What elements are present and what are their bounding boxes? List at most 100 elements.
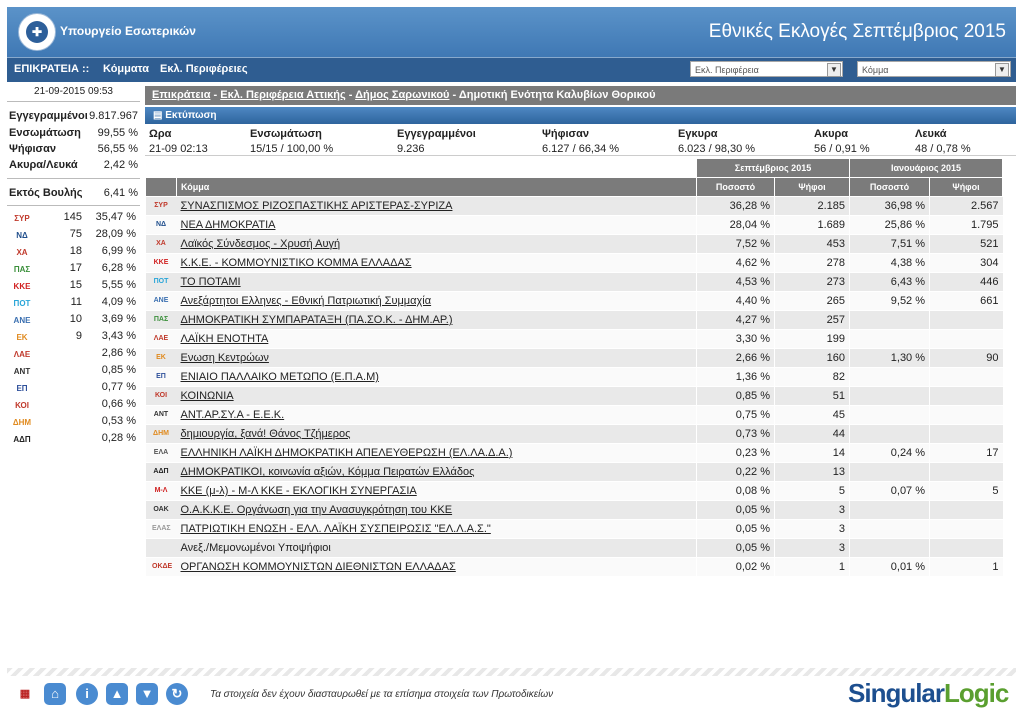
disclaimer-text: Τα στοιχεία δεν έχουν διασταυρωθεί με τα…	[210, 689, 554, 700]
table-row: ΣΥΡ ΣΥΝΑΣΠΙΣΜΟΣ ΡΙΖΟΣΠΑΣΤΙΚΗΣ ΑΡΙΣΤΕΡΑΣ-Σ…	[145, 196, 1003, 216]
party-name-link[interactable]: ΚΚΕ (μ-λ) - Μ-Λ ΚΚΕ - ΕΚΛΟΓΙΚΗ ΣΥΝΕΡΓΑΣΙ…	[176, 481, 697, 501]
party-select[interactable]: Κόμμα ▼	[857, 61, 1011, 77]
votes-sep-cell: 453	[773, 234, 850, 254]
info-icon[interactable]: i	[76, 683, 98, 705]
party-name-link[interactable]: ΕΝΙΑΙΟ ΠΑΛΛΑΙΚΟ ΜΕΤΩΠΟ (Ε.Π.Α.Μ)	[176, 367, 697, 387]
party-name-link[interactable]: ΝΕΑ ΔΗΜΟΚΡΑΤΙΑ	[176, 215, 697, 235]
party-name-link[interactable]: ΣΥΝΑΣΠΙΣΜΟΣ ΡΙΖΟΣΠΑΣΤΙΚΗΣ ΑΡΙΣΤΕΡΑΣ-ΣΥΡΙ…	[176, 196, 697, 216]
party-logo-cell: ΔΗΜ	[145, 424, 177, 444]
table-row: ΟΑΚ Ο.Α.Κ.Κ.Ε. Οργάνωση για την Ανασυγκρό…	[145, 500, 1003, 520]
adp-icon: ΑΔΠ	[13, 435, 31, 444]
pct-jan-cell	[849, 405, 930, 425]
pct-sep-cell: 0,22 %	[696, 462, 775, 482]
region-select[interactable]: Εκλ. Περιφέρεια ▼	[690, 61, 843, 77]
table-row: ΠΟΤ ΤΟ ΠΟΤΑΜΙ 4,53 % 273 6,43 % 446	[145, 272, 1003, 292]
seat-percentage: 5,55 %	[101, 279, 136, 291]
pct-sep-cell: 2,66 %	[696, 348, 775, 368]
seat-count: 11	[70, 296, 82, 308]
breadcrumb-link-attica[interactable]: Εκλ. Περιφέρεια Αττικής	[220, 89, 346, 101]
nav-item-regions[interactable]: Εκλ. Περιφέρειες	[160, 63, 248, 75]
uk-flag-icon[interactable]: ▦	[14, 683, 36, 705]
votes-jan-cell	[929, 367, 1003, 387]
party-name-link[interactable]: ΔΗΜΟΚΡΑΤΙΚΗ ΣΥΜΠΑΡΑΤΑΞΗ (ΠΑ.ΣΟ.Κ. - ΔΗΜ.…	[176, 310, 697, 330]
party-name-link[interactable]: ΔΗΜΟΚΡΑΤΙΚΟΙ, κοινωνία αξιών, Κόμμα Πειρ…	[176, 462, 697, 482]
seat-percentage: 2,86 %	[101, 347, 136, 359]
votes-jan-cell: 5	[929, 481, 1003, 501]
party-logo-icon: ΣΥΡ	[154, 202, 168, 210]
summary-value-valid: 6.023 / 98,30 %	[678, 143, 756, 155]
seat-row: ΠΑΣ 17 6,28 %	[7, 262, 140, 279]
seat-count: 18	[69, 245, 82, 257]
arrow-down-icon[interactable]: ▼	[136, 683, 158, 705]
arrow-up-icon[interactable]: ▲	[106, 683, 128, 705]
summary-header-registered: Εγγεγραμμένοι	[397, 128, 476, 140]
party-name-link[interactable]: Λαϊκός Σύνδεσμος - Χρυσή Αυγή	[176, 234, 697, 254]
party-name-link[interactable]: Ανεξάρτητοι Ελληνες - Εθνική Πατριωτική …	[176, 291, 697, 311]
table-row: ΑΔΠ ΔΗΜΟΚΡΑΤΙΚΟΙ, κοινωνία αξιών, Κόμμα Π…	[145, 462, 1003, 482]
votes-sep-cell: 13	[773, 462, 850, 482]
party-name-link[interactable]: ΕΛΛΗΝΙΚΗ ΛΑΪΚΗ ΔΗΜΟΚΡΑΤΙΚΗ ΑΠΕΛΕΥΘΕΡΩΣΗ …	[176, 443, 697, 463]
party-logo-icon: ΝΔ	[155, 221, 167, 229]
votes-sep-cell: 3	[773, 500, 850, 520]
party-name-link[interactable]: ΑΝΤ.ΑΡ.ΣΥ.Α - Ε.Ε.Κ.	[176, 405, 697, 425]
votes-jan-cell: 521	[929, 234, 1003, 254]
pct-sep-cell: 3,30 %	[696, 329, 775, 349]
pct-jan-cell: 9,52 %	[849, 291, 930, 311]
summary-header-integration: Ενσωμάτωση	[250, 128, 322, 140]
table-row: ΑΝΕ Ανεξάρτητοι Ελληνες - Εθνική Πατριωτι…	[145, 291, 1003, 311]
party-logo-cell: ΕΛΑ	[145, 443, 177, 463]
nav-item-epikrateia[interactable]: ΕΠΙΚΡΑΤΕΙΑ ::	[14, 63, 90, 75]
breadcrumb-link-saronikos[interactable]: Δήμος Σαρωνικού	[355, 89, 450, 101]
divider	[7, 178, 140, 179]
antarsya-icon: ΑΝΤ	[13, 367, 31, 376]
print-bar[interactable]: ▤ Εκτύπωση	[145, 107, 1016, 124]
votes-sep-cell: 3	[773, 519, 850, 539]
pct-jan-cell: 36,98 %	[849, 196, 930, 216]
chevron-down-icon: ▼	[827, 63, 841, 77]
refresh-icon[interactable]: ↻	[166, 683, 188, 705]
summary-header-blank: Λευκά	[915, 128, 947, 140]
seat-count: 145	[63, 211, 82, 223]
nav-bar: ΕΠΙΚΡΑΤΕΙΑ :: Κόμματα Εκλ. Περιφέρειες Ε…	[7, 57, 1016, 82]
header-votes-sep: Ψήφοι	[773, 177, 851, 197]
votes-sep-cell: 278	[773, 253, 850, 273]
votes-jan-cell: 1	[929, 557, 1003, 577]
party-name-link[interactable]: Κ.Κ.Ε. - ΚΟΜΜΟΥΝΙΣΤΙΚΟ ΚΟΜΜΑ ΕΛΛΑΔΑΣ	[176, 253, 697, 273]
party-name-link[interactable]: ΛΑΪΚΗ ΕΝΟΤΗΤΑ	[176, 329, 697, 349]
pct-jan-cell	[849, 519, 930, 539]
votes-sep-cell: 2.185	[773, 196, 850, 216]
breadcrumb-link-epikrateia[interactable]: Επικράτεια	[152, 89, 211, 101]
nav-item-parties[interactable]: Κόμματα	[103, 63, 149, 75]
home-icon[interactable]: ⌂	[44, 683, 66, 705]
party-name-link[interactable]: δημιουργία, ξανά! Θάνος Τζήμερος	[176, 424, 697, 444]
table-row: ΕΛΑΣ ΠΑΤΡΙΩΤΙΚΗ ΕΝΩΣΗ - ΕΛΛ. ΛΑΪΚΗ ΣΥΣΠΕΙ…	[145, 519, 1003, 539]
votes-jan-cell: 1.795	[929, 215, 1003, 235]
party-name-link[interactable]: ΟΡΓΑΝΩΣΗ ΚΟΜΜΟΥΝΙΣΤΩΝ ΔΙΕΘΝΙΣΤΩΝ ΕΛΛΑΔΑΣ	[176, 557, 697, 577]
party-logo-cell: ΧΑ	[145, 234, 177, 254]
pct-jan-cell: 4,38 %	[849, 253, 930, 273]
seat-percentage: 0,28 %	[101, 432, 136, 444]
summary-value-integration: 15/15 / 100,00 %	[250, 143, 334, 155]
footer-divider	[7, 668, 1016, 676]
party-name-link[interactable]: ΚΟΙΝΩΝΙΑ	[176, 386, 697, 406]
header-party: Κόμμα	[176, 177, 697, 197]
votes-jan-cell	[929, 329, 1003, 349]
votes-sep-cell: 257	[773, 310, 850, 330]
seat-row: ΠΟΤ 11 4,09 %	[7, 296, 140, 313]
votes-jan-cell	[929, 310, 1003, 330]
votes-sep-cell: 1.689	[773, 215, 850, 235]
xa-icon: ΧΑ	[16, 248, 28, 257]
party-name-link[interactable]: ΤΟ ΠΟΤΑΜΙ	[176, 272, 697, 292]
party-logo-cell: ΟΚΔΕ	[145, 557, 177, 577]
party-name-link[interactable]: Ο.Α.Κ.Κ.Ε. Οργάνωση για την Ανασυγκρότησ…	[176, 500, 697, 520]
print-label: Εκτύπωση	[165, 110, 217, 121]
table-row: ΑΝΤ ΑΝΤ.ΑΡ.ΣΥ.Α - Ε.Ε.Κ. 0,75 % 45	[145, 405, 1003, 425]
election-title: Εθνικές Εκλογές Σεπτέμβριος 2015	[708, 21, 1006, 42]
party-name-link[interactable]: Ενωση Κεντρώων	[176, 348, 697, 368]
table-row: ΠΑΣ ΔΗΜΟΚΡΑΤΙΚΗ ΣΥΜΠΑΡΑΤΑΞΗ (ΠΑ.ΣΟ.Κ. - Δ…	[145, 310, 1003, 330]
votes-jan-cell: 304	[929, 253, 1003, 273]
pct-sep-cell: 4,62 %	[696, 253, 775, 273]
header-pct-jan: Ποσοστό	[849, 177, 931, 197]
party-logo-icon: ΛΑΕ	[153, 335, 169, 343]
party-name-link[interactable]: ΠΑΤΡΙΩΤΙΚΗ ΕΝΩΣΗ - ΕΛΛ. ΛΑΪΚΗ ΣΥΣΠΕΙΡΩΣΙ…	[176, 519, 697, 539]
